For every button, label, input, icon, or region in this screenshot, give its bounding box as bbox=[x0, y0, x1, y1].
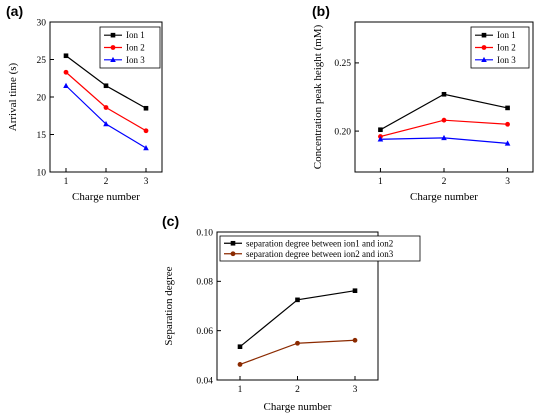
series-line bbox=[380, 119, 508, 138]
marker-point bbox=[63, 53, 69, 59]
marker-point bbox=[143, 105, 149, 111]
marker-point bbox=[110, 56, 116, 63]
x-tick-label: 2 bbox=[104, 177, 109, 187]
x-tick-label: 1 bbox=[238, 385, 243, 395]
marker-point bbox=[378, 127, 383, 133]
legend: separation degree between ion1 and ion2s… bbox=[219, 235, 421, 262]
y-axis-title: Separation degree bbox=[163, 266, 175, 345]
panel-label: (a) bbox=[6, 3, 23, 19]
x-tick-label: 2 bbox=[442, 177, 447, 187]
x-tick-label: 2 bbox=[295, 385, 300, 395]
marker-point bbox=[505, 121, 510, 127]
legend-entry: Ion 3 bbox=[497, 55, 516, 65]
x-tick-label: 3 bbox=[353, 385, 358, 395]
y-tick-label: 0.06 bbox=[196, 327, 213, 337]
marker-point bbox=[103, 105, 109, 110]
marker-point bbox=[103, 83, 109, 89]
x-tick-label: 3 bbox=[144, 177, 149, 187]
marker-point bbox=[481, 56, 487, 63]
y-tick-label: 0.25 bbox=[334, 59, 351, 69]
marker-point bbox=[352, 288, 358, 294]
legend-entry: separation degree between ion1 and ion2 bbox=[246, 238, 393, 248]
marker-point bbox=[237, 362, 243, 367]
marker-point bbox=[441, 91, 447, 97]
y-tick-label: 10 bbox=[37, 168, 47, 178]
chart-panel-c: (c) 0.04 0.06 0.08 0.10 1 2 3 Charge number Separ… bbox=[162, 213, 421, 413]
marker-point bbox=[110, 32, 116, 38]
legend-box bbox=[219, 235, 421, 262]
marker-point bbox=[352, 337, 358, 343]
legend-entry: Ion 2 bbox=[126, 43, 145, 53]
y-axis-title: Arrival time (s) bbox=[7, 62, 19, 131]
legend: Ion 1 Ion 2 Ion 3 bbox=[470, 26, 530, 69]
y-tick-label: 20 bbox=[37, 93, 47, 103]
marker-point bbox=[505, 105, 510, 111]
legend-entry: Ion 3 bbox=[126, 55, 145, 65]
legend-entry: separation degree between ion2 and ion3 bbox=[246, 249, 394, 259]
y-tick-label: 0.04 bbox=[196, 376, 213, 386]
legend-entry: Ion 1 bbox=[126, 30, 145, 40]
legend: Ion 1 Ion 2 Ion 3 bbox=[99, 26, 161, 69]
x-axis-title: Charge number bbox=[410, 191, 478, 203]
legend-entry: Ion 1 bbox=[497, 30, 516, 40]
marker-point bbox=[441, 117, 447, 123]
x-tick-label: 1 bbox=[64, 177, 69, 187]
marker-point bbox=[481, 45, 487, 50]
panel-label: (b) bbox=[312, 3, 330, 19]
marker-point bbox=[237, 344, 243, 349]
x-axis-title: Charge number bbox=[72, 191, 140, 203]
y-tick-label: 15 bbox=[37, 131, 47, 141]
x-tick-label: 3 bbox=[505, 177, 510, 187]
x-tick-label: 1 bbox=[378, 177, 383, 187]
series-line bbox=[380, 93, 508, 131]
marker-point bbox=[481, 32, 487, 38]
marker-point bbox=[504, 140, 511, 146]
marker-point bbox=[377, 136, 384, 142]
chart-panel-b: (b) 0.20 0.25 1 2 3 Charge number Concentration… bbox=[312, 3, 534, 203]
marker-point bbox=[295, 340, 300, 346]
marker-point bbox=[295, 297, 300, 303]
marker-point bbox=[63, 82, 69, 88]
y-tick-label: 0.10 bbox=[196, 228, 213, 238]
y-tick-label: 30 bbox=[37, 18, 47, 28]
marker-point bbox=[230, 240, 236, 246]
y-tick-label: 25 bbox=[37, 56, 47, 66]
y-tick-label: 0.20 bbox=[334, 127, 351, 137]
marker-point bbox=[143, 145, 149, 151]
panel-label: (c) bbox=[162, 213, 179, 229]
y-axis-title: Concentration peak height (mM) bbox=[312, 24, 324, 169]
legend-entry: Ion 2 bbox=[497, 43, 516, 53]
marker-point bbox=[63, 69, 69, 75]
x-axis-title: Charge number bbox=[264, 401, 332, 413]
marker-point bbox=[110, 45, 116, 50]
y-tick-label: 0.08 bbox=[196, 278, 213, 288]
chart-panel-a: (a) 10 15 20 25 30 1 2 3 Charge number Arrival tim… bbox=[6, 3, 163, 203]
series-line bbox=[65, 85, 147, 149]
marker-point bbox=[441, 134, 447, 141]
marker-point bbox=[103, 121, 109, 127]
marker-point bbox=[143, 128, 149, 134]
marker-point bbox=[230, 251, 236, 257]
